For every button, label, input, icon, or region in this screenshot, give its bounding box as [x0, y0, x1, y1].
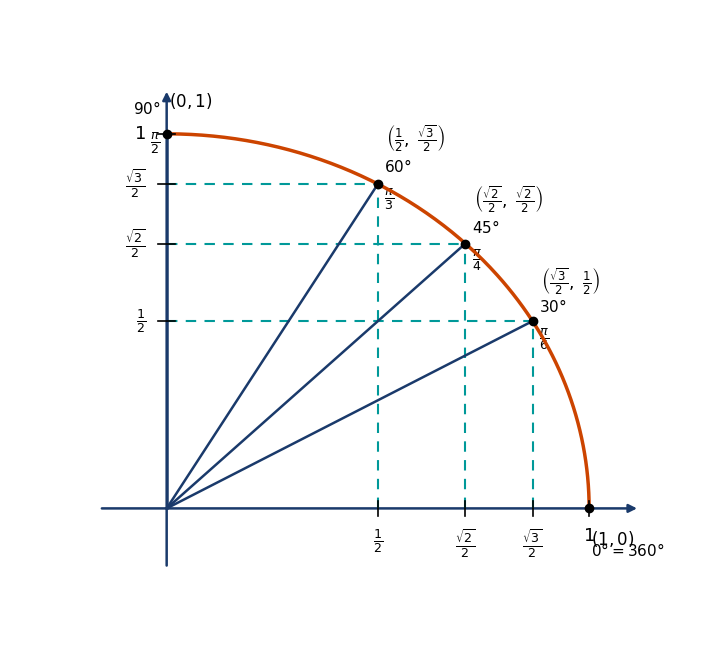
Text: $0°=360°$: $0°=360°$: [592, 542, 665, 559]
Text: $45°$: $45°$: [472, 219, 500, 236]
Text: $(1, 0)$: $(1, 0)$: [592, 529, 634, 549]
Text: $(0, 1)$: $(0, 1)$: [169, 91, 212, 111]
Text: $\left(\frac{1}{2},\ \frac{\sqrt{3}}{2}\right)$: $\left(\frac{1}{2},\ \frac{\sqrt{3}}{2}\…: [386, 123, 446, 154]
Text: $60°$: $60°$: [384, 158, 412, 175]
Text: $\left(\frac{\sqrt{2}}{2},\ \frac{\sqrt{2}}{2}\right)$: $\left(\frac{\sqrt{2}}{2},\ \frac{\sqrt{…: [474, 184, 543, 215]
Text: $\frac{\pi}{4}$: $\frac{\pi}{4}$: [472, 247, 481, 273]
Text: $30°$: $30°$: [539, 298, 566, 316]
Text: $\frac{\sqrt{2}}{2}$: $\frac{\sqrt{2}}{2}$: [455, 527, 476, 560]
Text: $\frac{\sqrt{2}}{2}$: $\frac{\sqrt{2}}{2}$: [125, 227, 146, 260]
Text: $\frac{1}{2}$: $\frac{1}{2}$: [136, 307, 146, 335]
Text: $1$: $1$: [134, 125, 146, 143]
Text: $\frac{\pi}{3}$: $\frac{\pi}{3}$: [384, 186, 394, 212]
Text: $\frac{1}{2}$: $\frac{1}{2}$: [373, 527, 383, 555]
Text: $\frac{\sqrt{3}}{2}$: $\frac{\sqrt{3}}{2}$: [125, 168, 146, 201]
Text: $\frac{\pi}{2}$: $\frac{\pi}{2}$: [150, 130, 160, 156]
Text: $1$: $1$: [583, 527, 595, 545]
Text: $\frac{\pi}{6}$: $\frac{\pi}{6}$: [539, 327, 549, 353]
Text: $\left(\frac{\sqrt{3}}{2},\ \frac{1}{2}\right)$: $\left(\frac{\sqrt{3}}{2},\ \frac{1}{2}\…: [541, 266, 600, 297]
Text: $90°$: $90°$: [133, 100, 160, 117]
Text: $\frac{\sqrt{3}}{2}$: $\frac{\sqrt{3}}{2}$: [522, 527, 543, 560]
